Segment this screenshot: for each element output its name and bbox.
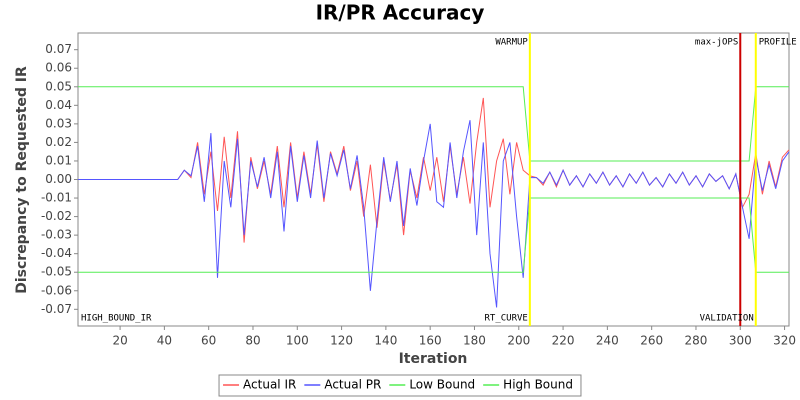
annotation: HIGH_BOUND_IR	[81, 314, 152, 324]
y-tick-label: 0.01	[45, 153, 72, 167]
legend-label: Actual IR	[243, 378, 296, 392]
x-tick-label: 80	[245, 334, 260, 348]
x-tick-label: 200	[507, 334, 530, 348]
x-tick-label: 160	[419, 334, 442, 348]
series-line	[78, 120, 789, 308]
legend-label: Low Bound	[409, 378, 475, 392]
x-axis-label: Iteration	[399, 351, 468, 367]
y-tick-label: -0.07	[41, 302, 72, 316]
y-tick-label: 0.02	[45, 135, 72, 149]
y-tick-label: -0.04	[41, 246, 72, 260]
y-tick-label: 0.03	[45, 116, 72, 130]
x-tick-label: 40	[157, 334, 172, 348]
y-axis-label: Discrepancy to Requested IR	[14, 66, 30, 294]
y-tick-label: -0.02	[41, 209, 72, 223]
y-tick-label: 0.06	[45, 61, 72, 75]
annotation: VALIDATION	[700, 314, 754, 324]
y-tick-label: -0.01	[41, 191, 72, 205]
y-tick-label: -0.05	[41, 265, 72, 279]
legend: Actual IR Actual PR Low Bound High Bound	[218, 374, 582, 397]
chart-title: IR/PR Accuracy	[316, 1, 485, 25]
series-line	[78, 197, 789, 273]
annotation: PROFILE	[759, 38, 797, 48]
y-tick-label: 0.05	[45, 79, 72, 93]
y-tick-label: 0.00	[45, 172, 72, 186]
annotation: max-jOPS	[695, 38, 738, 48]
x-tick-label: 180	[463, 334, 486, 348]
x-tick-label: 60	[201, 334, 216, 348]
x-tick-label: 120	[330, 334, 353, 348]
legend-label: Actual PR	[324, 378, 381, 392]
x-tick-label: 280	[685, 334, 708, 348]
x-tick-label: 260	[640, 334, 663, 348]
annotation: RT_CURVE	[484, 314, 527, 324]
annotation: WARMUP	[495, 38, 528, 48]
x-tick-label: 300	[729, 334, 752, 348]
y-tick-label: 0.07	[45, 42, 72, 56]
y-tick-label: 0.04	[45, 98, 72, 112]
y-tick-label: -0.06	[41, 283, 72, 297]
legend-label: High Bound	[503, 378, 573, 392]
x-tick-label: 240	[596, 334, 619, 348]
x-tick-label: 220	[552, 334, 575, 348]
x-tick-label: 100	[286, 334, 309, 348]
series-line	[78, 86, 789, 162]
x-tick-label: 140	[374, 334, 397, 348]
x-tick-label: 20	[112, 334, 127, 348]
y-tick-label: -0.03	[41, 228, 72, 242]
plot-area	[77, 32, 790, 327]
x-tick-label: 320	[773, 334, 796, 348]
